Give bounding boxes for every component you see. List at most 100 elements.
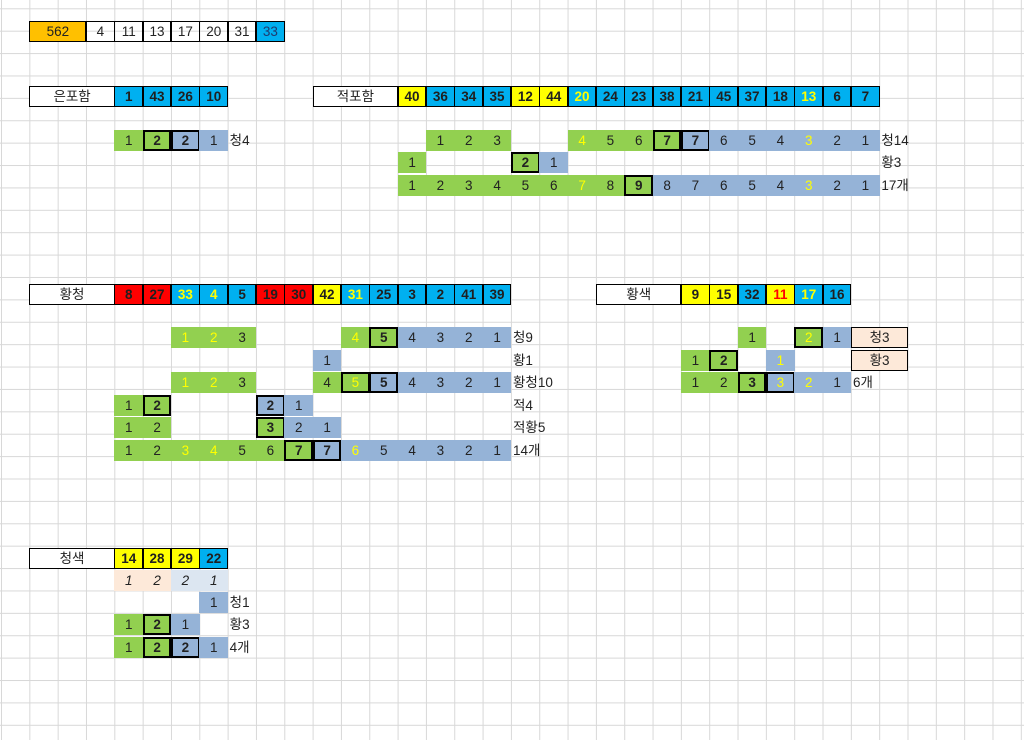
hc_1-cell-8[interactable]: 1: [482, 327, 512, 348]
hwangsaek-number-1[interactable]: 15: [709, 284, 739, 305]
hc_5-cell-3[interactable]: 2: [284, 417, 314, 438]
hwangcheong-number-13[interactable]: 39: [482, 284, 512, 305]
hc_6-cell-7[interactable]: 7: [312, 440, 342, 461]
hs_1-cell-2[interactable]: 1: [822, 327, 852, 348]
jeok_1-cell-12[interactable]: 2: [822, 130, 852, 151]
hwangcheong-number-6[interactable]: 30: [284, 284, 314, 305]
hs_2-cell-0[interactable]: 1: [680, 350, 710, 371]
hs_1-cell-1[interactable]: 2: [794, 327, 824, 348]
cs_4-cell-1[interactable]: 2: [142, 637, 172, 658]
eun_1-cell-0[interactable]: 1: [114, 130, 144, 151]
jeok_3-cell-7[interactable]: 8: [595, 175, 625, 196]
hs_1-label[interactable]: 청3: [850, 327, 909, 348]
cs_1-cell-3[interactable]: 1: [199, 570, 229, 591]
cs_4-cell-2[interactable]: 2: [170, 637, 200, 658]
jeokpoham-number-14[interactable]: 13: [794, 86, 824, 107]
jeokpoham-number-6[interactable]: 20: [567, 86, 597, 107]
hs_3-cell-0[interactable]: 1: [680, 372, 710, 393]
hc_5-cell-1[interactable]: 2: [142, 417, 172, 438]
hwangcheong-number-10[interactable]: 3: [397, 284, 427, 305]
jeok_1-cell-3[interactable]: 4: [567, 130, 597, 151]
hs_1-cell-0[interactable]: 1: [737, 327, 767, 348]
jeok_1-cell-1[interactable]: 2: [454, 130, 484, 151]
hs_3-label[interactable]: 6개: [852, 374, 873, 390]
jeok_3-cell-15[interactable]: 2: [822, 175, 852, 196]
jeok_3-cell-2[interactable]: 3: [454, 175, 484, 196]
hc_4-cell-0[interactable]: 1: [114, 395, 144, 416]
hc_1-cell-4[interactable]: 5: [369, 327, 399, 348]
hc_1-cell-7[interactable]: 2: [454, 327, 484, 348]
cs_3-cell-1[interactable]: 2: [142, 614, 172, 635]
hc_3-cell-6[interactable]: 4: [397, 372, 427, 393]
top-number-3[interactable]: 13: [142, 21, 172, 42]
jeokpoham-number-9[interactable]: 38: [652, 86, 682, 107]
cs_3-cell-0[interactable]: 1: [114, 614, 144, 635]
hwangcheong-number-4[interactable]: 5: [227, 284, 257, 305]
hwangsaek-number-2[interactable]: 32: [737, 284, 767, 305]
jeok_3-cell-6[interactable]: 7: [567, 175, 597, 196]
jeok_3-cell-10[interactable]: 7: [680, 175, 710, 196]
jeok_1-cell-4[interactable]: 5: [595, 130, 625, 151]
jeok_3-cell-5[interactable]: 6: [539, 175, 569, 196]
jeok_1-cell-5[interactable]: 6: [624, 130, 654, 151]
hc_3-label[interactable]: 황청10: [512, 374, 553, 390]
jeok_1-cell-11[interactable]: 3: [794, 130, 824, 151]
jeok_2-cell-0[interactable]: 1: [397, 152, 427, 173]
hc_6-cell-3[interactable]: 4: [199, 440, 229, 461]
hc_6-cell-12[interactable]: 2: [454, 440, 484, 461]
jeokpoham-number-7[interactable]: 24: [595, 86, 625, 107]
jeokpoham-number-11[interactable]: 45: [709, 86, 739, 107]
top-number-0[interactable]: 562: [29, 21, 87, 42]
hwangcheong-number-9[interactable]: 25: [369, 284, 399, 305]
hc_4-label[interactable]: 적4: [512, 397, 533, 413]
hc_3-cell-1[interactable]: 2: [199, 372, 229, 393]
hc_3-cell-7[interactable]: 3: [425, 372, 455, 393]
cheongsaek-number-1[interactable]: 28: [142, 548, 172, 569]
hwangcheong-label[interactable]: 황청: [29, 284, 115, 305]
jeokpoham-number-2[interactable]: 34: [454, 86, 484, 107]
jeok_3-cell-14[interactable]: 3: [794, 175, 824, 196]
hc_1-label[interactable]: 청9: [512, 329, 533, 345]
eun_1-cell-2[interactable]: 2: [170, 130, 200, 151]
jeok_3-cell-0[interactable]: 1: [397, 175, 427, 196]
jeok_3-cell-12[interactable]: 5: [737, 175, 767, 196]
hwangcheong-number-11[interactable]: 2: [425, 284, 455, 305]
cs_1-cell-2[interactable]: 2: [170, 570, 200, 591]
hc_6-label[interactable]: 14개: [512, 442, 541, 458]
hc_1-cell-2[interactable]: 3: [227, 327, 257, 348]
hc_6-cell-11[interactable]: 3: [425, 440, 455, 461]
jeok_1-cell-13[interactable]: 1: [850, 130, 880, 151]
hs_3-cell-5[interactable]: 1: [822, 372, 852, 393]
jeokpoham-number-13[interactable]: 18: [765, 86, 795, 107]
hc_1-cell-3[interactable]: 4: [340, 327, 370, 348]
hs_3-cell-1[interactable]: 2: [709, 372, 739, 393]
hc_6-cell-10[interactable]: 4: [397, 440, 427, 461]
hc_6-cell-4[interactable]: 5: [227, 440, 257, 461]
eunpoham-number-3[interactable]: 10: [199, 86, 229, 107]
hc_6-cell-2[interactable]: 3: [170, 440, 200, 461]
eun_1-cell-1[interactable]: 2: [142, 130, 172, 151]
cs_4-cell-3[interactable]: 1: [199, 637, 229, 658]
hwangcheong-number-12[interactable]: 41: [454, 284, 484, 305]
jeok_3-cell-3[interactable]: 4: [482, 175, 512, 196]
hwangcheong-number-2[interactable]: 33: [170, 284, 200, 305]
jeok_1-cell-2[interactable]: 3: [482, 130, 512, 151]
hc_3-cell-8[interactable]: 2: [454, 372, 484, 393]
eunpoham-label[interactable]: 은포함: [29, 86, 115, 107]
top-number-7[interactable]: 33: [255, 21, 285, 42]
hc_4-cell-2[interactable]: 2: [255, 395, 285, 416]
hwangcheong-number-0[interactable]: 8: [114, 284, 144, 305]
jeok_1-cell-10[interactable]: 4: [765, 130, 795, 151]
cs_2-label[interactable]: 청1: [229, 594, 250, 610]
jeok_3-cell-1[interactable]: 2: [425, 175, 455, 196]
hc_5-label[interactable]: 적황5: [512, 419, 546, 435]
hc_4-cell-1[interactable]: 2: [142, 395, 172, 416]
hc_6-cell-9[interactable]: 5: [369, 440, 399, 461]
cs_4-cell-0[interactable]: 1: [114, 637, 144, 658]
hs_3-cell-3[interactable]: 3: [765, 372, 795, 393]
jeokpoham-number-16[interactable]: 7: [850, 86, 880, 107]
hc_2-label[interactable]: 황1: [512, 352, 533, 368]
jeokpoham-label[interactable]: 적포함: [312, 86, 399, 107]
hwangcheong-number-3[interactable]: 4: [199, 284, 229, 305]
jeokpoham-number-8[interactable]: 23: [624, 86, 654, 107]
